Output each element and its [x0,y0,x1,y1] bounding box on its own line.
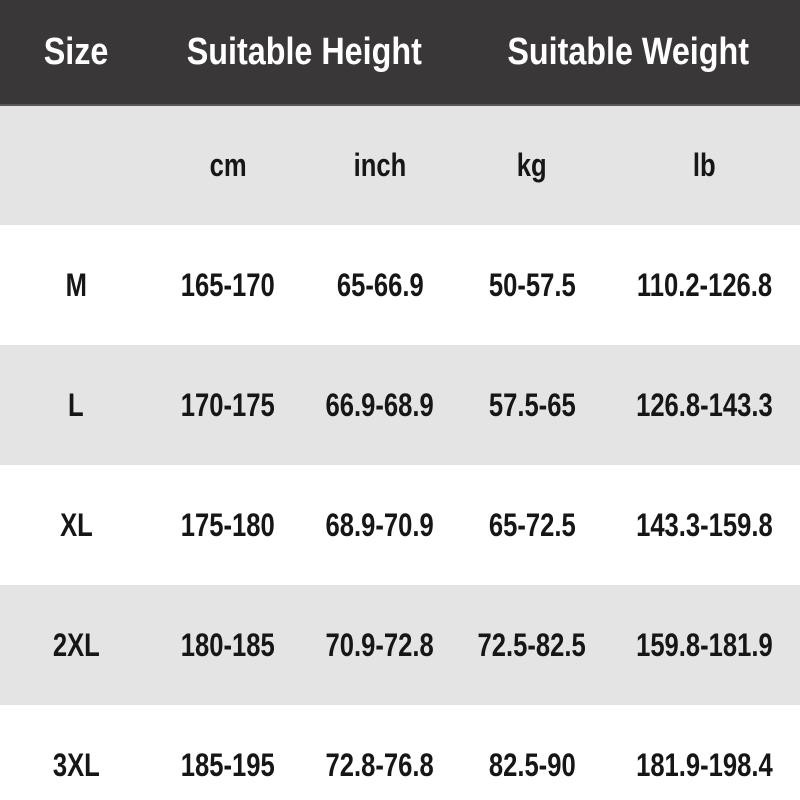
size-value: XL [59,506,93,543]
size-cell: 2XL [0,585,152,705]
weight-lb-cell: 181.9-198.4 [608,705,800,800]
height-inch-cell: 70.9-72.8 [304,585,456,705]
unit-cell-inch: inch [304,105,456,225]
table-row-l: L 170-175 66.9-68.9 57.5-65 126.8-143.3 [0,345,800,465]
table-row-xl: XL 175-180 68.9-70.9 65-72.5 143.3-159.8 [0,465,800,585]
height-cm-value: 185-195 [181,746,275,783]
unit-cell-lb: lb [608,105,800,225]
table-header-row: Size Suitable Height Suitable Weight [0,0,800,106]
unit-cell-empty [0,105,152,225]
height-cm-cell: 165-170 [152,225,304,345]
weight-kg-cell: 57.5-65 [456,345,608,465]
unit-label-lb: lb [692,147,716,183]
height-inch-value: 68.9-70.9 [325,506,435,543]
height-inch-value: 66.9-68.9 [325,386,435,423]
height-inch-value: 72.8-76.8 [325,746,435,783]
unit-cell-cm: cm [152,105,304,225]
weight-kg-value: 57.5-65 [488,386,576,423]
weight-kg-value: 65-72.5 [488,506,576,543]
height-inch-cell: 68.9-70.9 [304,465,456,585]
weight-kg-cell: 72.5-82.5 [456,585,608,705]
unit-label-cm: cm [209,147,247,183]
weight-kg-value: 50-57.5 [488,266,576,303]
unit-cell-kg: kg [456,105,608,225]
height-inch-value: 65-66.9 [336,266,424,303]
height-cm-value: 170-175 [181,386,275,423]
col-header-suitable-weight-label: Suitable Weight [507,30,749,73]
weight-lb-value: 143.3-159.8 [635,506,773,543]
unit-header-row: cm inch kg lb [0,105,800,225]
height-inch-cell: 72.8-76.8 [304,705,456,800]
col-header-suitable-height: Suitable Height [152,0,457,106]
col-header-suitable-weight: Suitable Weight [456,0,800,106]
weight-lb-cell: 143.3-159.8 [608,465,800,585]
size-value: 2XL [52,626,100,663]
col-header-size-label: Size [43,30,109,73]
height-inch-cell: 66.9-68.9 [304,345,456,465]
table-row-m: M 165-170 65-66.9 50-57.5 110.2-126.8 [0,225,800,345]
unit-label-kg: kg [517,147,547,183]
weight-kg-value: 82.5-90 [488,746,576,783]
weight-lb-cell: 159.8-181.9 [608,585,800,705]
table-row-3xl: 3XL 185-195 72.8-76.8 82.5-90 181.9-198.… [0,705,800,800]
height-cm-cell: 185-195 [152,705,304,800]
size-value: M [65,266,87,303]
col-header-suitable-height-label: Suitable Height [186,30,422,73]
height-inch-cell: 65-66.9 [304,225,456,345]
weight-kg-cell: 50-57.5 [456,225,608,345]
size-value: 3XL [52,746,100,783]
weight-lb-value: 126.8-143.3 [635,386,773,423]
weight-lb-value: 159.8-181.9 [635,626,773,663]
height-cm-value: 175-180 [181,506,275,543]
weight-lb-value: 110.2-126.8 [636,266,772,303]
weight-kg-cell: 82.5-90 [456,705,608,800]
size-cell: XL [0,465,152,585]
weight-lb-value: 181.9-198.4 [635,746,773,783]
height-cm-value: 180-185 [181,626,275,663]
unit-label-inch: inch [353,147,407,183]
weight-lb-cell: 126.8-143.3 [608,345,800,465]
table-row-2xl: 2XL 180-185 70.9-72.8 72.5-82.5 159.8-18… [0,585,800,705]
weight-kg-cell: 65-72.5 [456,465,608,585]
height-cm-cell: 175-180 [152,465,304,585]
height-cm-value: 165-170 [181,266,275,303]
weight-kg-value: 72.5-82.5 [477,626,587,663]
weight-lb-cell: 110.2-126.8 [608,225,800,345]
height-inch-value: 70.9-72.8 [325,626,435,663]
col-header-size: Size [0,0,152,106]
height-cm-cell: 170-175 [152,345,304,465]
size-cell: 3XL [0,705,152,800]
size-cell: L [0,345,152,465]
height-cm-cell: 180-185 [152,585,304,705]
size-value: L [68,386,84,423]
size-cell: M [0,225,152,345]
